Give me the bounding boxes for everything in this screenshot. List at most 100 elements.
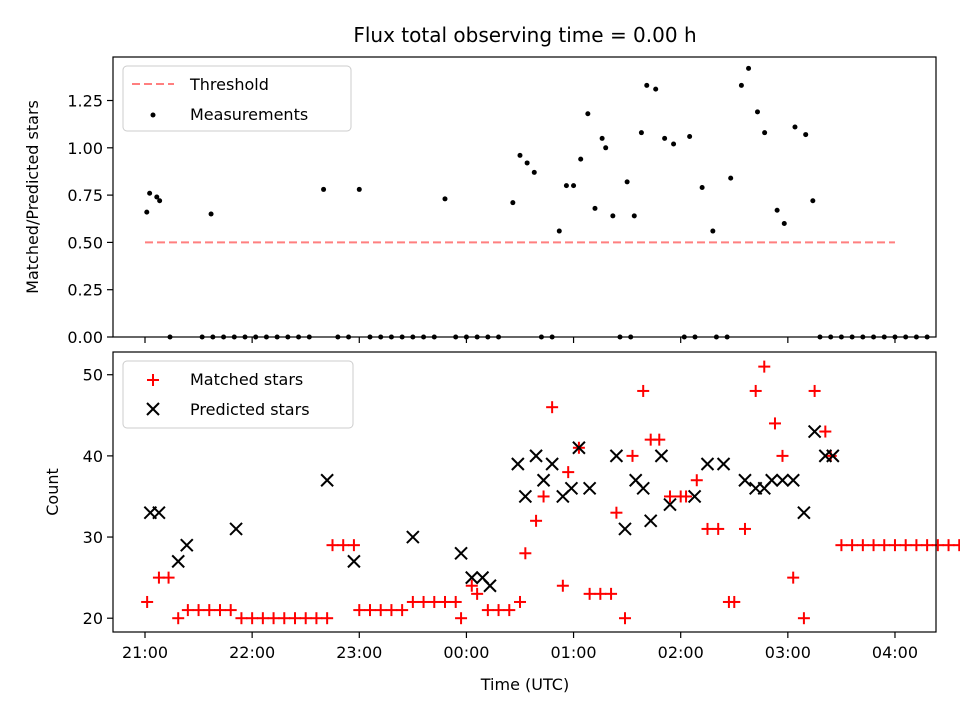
predicted-star-point <box>609 449 624 463</box>
matched-star-point <box>618 612 631 625</box>
matched-star-point <box>653 433 666 446</box>
measurement-point <box>810 198 816 204</box>
predicted-star-point <box>536 473 551 487</box>
top-ytick-label: 1.00 <box>67 139 103 158</box>
matched-star-point <box>690 474 703 487</box>
predicted-star-point <box>716 457 731 471</box>
matched-star-point <box>203 604 216 617</box>
predicted-star-point <box>582 481 597 496</box>
measurement-point <box>774 207 780 213</box>
bottom-ytick-label: 30 <box>83 528 103 547</box>
measurement-point <box>157 198 163 204</box>
matched-star-point <box>888 539 901 552</box>
matched-star-point <box>428 595 441 608</box>
measurement-point <box>738 82 744 88</box>
matched-star-point <box>224 604 237 617</box>
predicted-star-point <box>775 473 790 487</box>
measurement-point <box>610 213 616 219</box>
matched-star-point <box>374 604 387 617</box>
matched-star-point <box>738 522 751 535</box>
bottom-xtick-label: 22:00 <box>229 643 275 662</box>
measurements-legend-label: Measurements <box>190 105 308 124</box>
predicted-star-point <box>152 505 166 520</box>
measurement-point <box>442 196 448 202</box>
matched-star-point <box>910 539 923 552</box>
matched-star-point <box>768 417 781 430</box>
bottom-xtick-label: 04:00 <box>872 643 918 662</box>
predicted-star-point <box>180 538 194 552</box>
matched-star-point <box>942 539 955 552</box>
matched-star-point <box>749 384 762 397</box>
predicted-legend-label: Predicted stars <box>190 400 310 419</box>
measurement-point <box>653 86 659 92</box>
matched-star-point <box>278 612 291 625</box>
measurement-point <box>792 124 798 130</box>
matched-star-point <box>680 490 693 503</box>
matched-star-point <box>396 604 409 617</box>
predicted-star-point <box>738 473 752 487</box>
measurement-point <box>517 152 523 158</box>
predicted-star-point <box>636 481 650 496</box>
matched-star-point <box>288 612 301 625</box>
bottom-panel-xlabel: Time (UTC) <box>480 675 569 694</box>
bottom-panel-ticks: 20 30 40 50 21:00 22:00 23:00 00:00 01:00 02:00 03… <box>83 366 918 662</box>
matched-star-point <box>438 595 451 608</box>
matched-star-point <box>776 449 789 462</box>
bottom-ytick-label: 50 <box>83 366 103 385</box>
matched-star-point <box>385 604 398 617</box>
top-panel-title: Flux total observing time = 0.00 h <box>353 23 696 47</box>
matched-star-point <box>663 490 676 503</box>
matched-star-point <box>878 539 891 552</box>
top-ytick-label: 0.75 <box>67 186 103 205</box>
predicted-star-point <box>511 457 525 471</box>
top-panel-frame <box>112 56 937 338</box>
measurement-point <box>585 111 591 117</box>
matched-star-point <box>353 604 366 617</box>
predicted-star-point <box>687 489 702 504</box>
bottom-xtick-label: 02:00 <box>658 643 704 662</box>
matched-star-point <box>610 506 623 519</box>
measurement-point <box>510 200 516 206</box>
matched-star-point <box>256 612 269 625</box>
matched-star-point <box>556 579 569 592</box>
matched-star-point <box>172 612 185 625</box>
predicted-star-point <box>171 554 185 569</box>
top-panel: Flux total observing time = 0.00 h Match… <box>23 23 937 347</box>
matched-star-point <box>519 547 532 560</box>
predicted-star-point <box>654 449 669 463</box>
matched-star-point <box>455 612 468 625</box>
predicted-star-point <box>786 473 800 487</box>
predicted-star-point <box>807 424 822 439</box>
predicted-star-point <box>797 505 811 520</box>
measurement-point <box>144 209 150 215</box>
predicted-star-point <box>618 522 632 536</box>
measurement-point <box>710 228 716 234</box>
predicted-star-point <box>545 457 559 471</box>
bottom-xtick-label: 23:00 <box>336 643 382 662</box>
measurement-point <box>592 205 598 211</box>
measurement-point <box>563 183 569 189</box>
predicted-star-point <box>572 441 586 455</box>
matched-star-point <box>583 587 596 600</box>
matched-star-point <box>846 539 859 552</box>
bottom-xtick-label: 01:00 <box>551 643 597 662</box>
matched-star-point <box>471 587 484 600</box>
predicted-star-point <box>320 473 334 487</box>
matched-legend-label: Matched stars <box>190 370 303 389</box>
matched-star-point <box>192 604 205 617</box>
matched-star-point <box>363 604 376 617</box>
measurement-point <box>524 160 530 166</box>
matched-star-point <box>701 522 714 535</box>
measurement-point <box>531 169 537 175</box>
measurement-point <box>781 220 787 226</box>
measurement-point <box>687 133 693 139</box>
top-ytick-label: 0.25 <box>67 281 103 300</box>
matched-star-point <box>787 571 800 584</box>
predicted-star-point <box>643 514 658 528</box>
bottom-panel-frame <box>112 351 937 633</box>
matched-star-point <box>758 360 771 373</box>
measurement-point <box>624 179 630 185</box>
predicted-star-point <box>765 473 779 487</box>
top-panel-ylabel: Matched/Predicted stars <box>23 100 42 294</box>
matched-star-point <box>626 449 639 462</box>
